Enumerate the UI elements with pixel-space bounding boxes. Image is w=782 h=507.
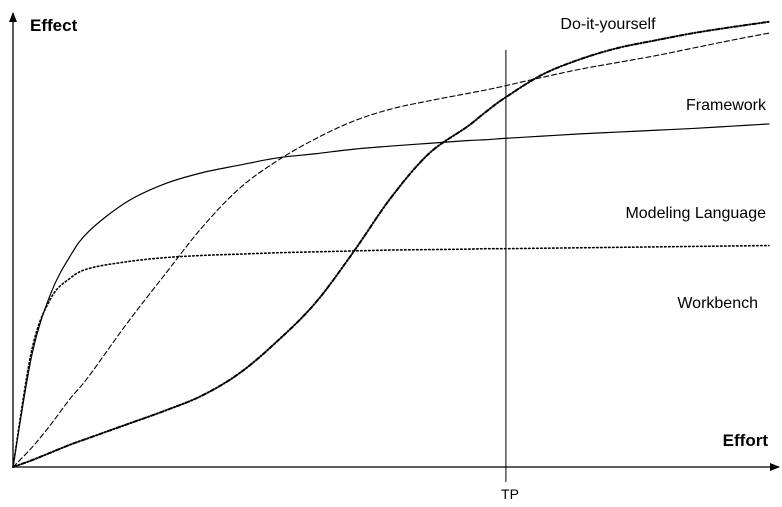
series-line-workbench — [12, 244, 770, 468]
label-do-it-yourself: Do-it-yourself — [560, 16, 656, 33]
label-framework: Framework — [686, 97, 767, 114]
y-axis-label: Effect — [30, 16, 78, 35]
series-line-framework — [12, 32, 770, 468]
tp-tick-label: TP — [501, 486, 519, 502]
label-workbench: Workbench — [677, 295, 758, 312]
series-line-modeling-language — [12, 123, 770, 468]
x-axis-label: Effort — [723, 431, 769, 450]
label-modeling-language: Modeling Language — [625, 205, 766, 222]
series-line-do-it-yourself — [12, 20, 770, 468]
series-group — [12, 20, 770, 468]
